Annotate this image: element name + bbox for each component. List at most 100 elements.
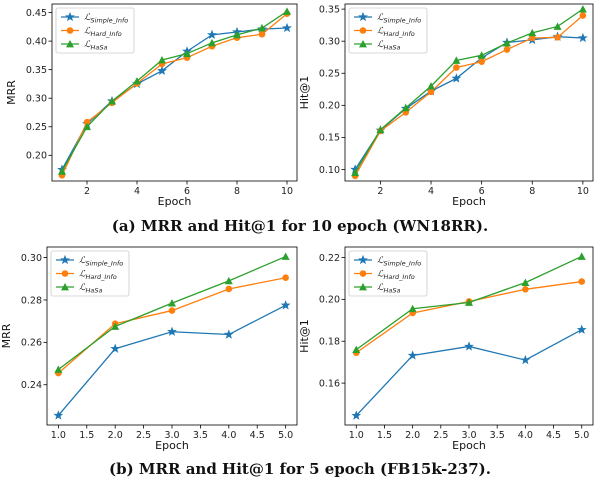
legend-box xyxy=(50,250,130,297)
y-tick-label: 0.26 xyxy=(21,338,42,349)
legend-label-2: ℒHaSa xyxy=(377,283,400,295)
series-0-point xyxy=(110,343,121,353)
series-0-point xyxy=(282,22,292,33)
series-0-point xyxy=(520,354,531,365)
y-tick-label: 0.22 xyxy=(319,253,340,264)
y-tick-label: 0.25 xyxy=(319,69,340,80)
series-2-point xyxy=(452,56,461,64)
x-tick-label: 2 xyxy=(84,186,90,197)
series-2-point xyxy=(577,252,586,260)
series-2-point xyxy=(578,5,587,13)
legend-marker-2 xyxy=(61,283,69,291)
series-2-point xyxy=(283,7,291,15)
x-tick-label: 10 xyxy=(577,186,589,197)
series-1-point xyxy=(478,58,485,66)
x-tick-label: 2 xyxy=(377,186,383,197)
y-axis-label: MRR xyxy=(0,323,13,348)
series-1-point xyxy=(522,286,529,293)
series-2-point xyxy=(224,276,233,285)
y-tick-label: 0.35 xyxy=(319,4,340,15)
x-axis-label: Epoch xyxy=(158,195,192,208)
x-tick-label: 2.5 xyxy=(433,430,448,441)
legend-box xyxy=(348,250,428,297)
series-1-point xyxy=(83,118,91,126)
series-1-point xyxy=(427,88,435,96)
series-2-point xyxy=(108,97,116,105)
series-2-point xyxy=(133,77,141,85)
series-1-point xyxy=(282,274,289,282)
axes-frame xyxy=(51,3,298,182)
series-2-point xyxy=(376,125,385,134)
x-tick-label: 4.0 xyxy=(221,430,236,441)
legend-box xyxy=(55,7,135,54)
x-tick-label: 1.0 xyxy=(51,430,66,441)
series-2-point xyxy=(502,39,511,47)
series-2-point xyxy=(477,51,486,59)
series-1-point xyxy=(578,278,586,285)
y-axis-label: MRR xyxy=(5,80,18,105)
chart-fb15k-mrr: 1.0 1.5 2.0 2.5 3.0 3.5 4.0 4.5 5.0 0.24 0.26 0.28 0… xyxy=(0,246,298,452)
series-line-1 xyxy=(61,13,288,176)
chart-wn18rr-hit1: 2 4 6 8 10 0.10 0.15 0.20 0.25 0.30 0.35 Epoch Hit@1… xyxy=(298,3,594,208)
y-tick-label: 0.28 xyxy=(21,295,42,306)
legend-marker-1 xyxy=(61,270,69,277)
axes-frame xyxy=(344,3,594,182)
x-axis-label: Epoch xyxy=(452,195,486,208)
series-line-0 xyxy=(354,36,583,170)
series-2-point xyxy=(281,252,290,260)
y-tick-label: 0.10 xyxy=(319,165,340,176)
x-tick-label: 4 xyxy=(134,186,140,197)
legend-marker-2 xyxy=(359,40,367,48)
x-tick-label: 8 xyxy=(234,186,240,197)
series-line-2 xyxy=(354,8,584,173)
series-0-point xyxy=(576,324,587,334)
x-axis-label: Epoch xyxy=(452,439,486,452)
y-tick-label: 0.30 xyxy=(26,94,47,105)
series-2-point xyxy=(352,345,361,354)
y-tick-label: 0.30 xyxy=(21,253,42,264)
x-tick-label: 2.5 xyxy=(136,430,151,441)
legend-label-2: ℒHaSa xyxy=(377,40,400,52)
legend-label-0: ℒSimple_Info xyxy=(377,13,421,25)
legend-label-0: ℒSimple_Info xyxy=(377,256,421,268)
x-tick-label: 6 xyxy=(184,186,190,197)
y-tick-label: 0.18 xyxy=(319,337,340,348)
series-2-point xyxy=(111,322,120,330)
legend-label-2: ℒHaSa xyxy=(79,283,102,295)
series-2-point xyxy=(521,278,530,286)
series-0-point xyxy=(53,410,64,420)
y-tick-label: 0.35 xyxy=(26,65,47,76)
series-0-point xyxy=(157,65,167,75)
y-tick-label: 0.15 xyxy=(319,133,340,144)
legend-marker-2 xyxy=(66,40,74,48)
x-tick-label: 2.0 xyxy=(108,430,123,441)
x-tick-label: 1.0 xyxy=(349,430,364,441)
legend-label-0: ℒSimple_Info xyxy=(79,256,123,268)
series-line-0 xyxy=(57,304,286,416)
legend-marker-0 xyxy=(358,11,368,22)
series-2-point xyxy=(401,103,410,112)
caption-top: (a) MRR and Hit@1 for 10 epoch (WN18RR). xyxy=(112,217,488,235)
series-2-point xyxy=(168,299,176,307)
series-2-point xyxy=(258,23,266,32)
series-0-point xyxy=(207,29,217,40)
y-tick-label: 0.25 xyxy=(26,122,47,133)
x-axis-label: Epoch xyxy=(155,439,189,452)
series-2-point xyxy=(183,49,191,58)
series-2-point xyxy=(465,298,473,306)
series-2-point xyxy=(233,30,241,39)
x-tick-label: 10 xyxy=(281,186,293,197)
series-1-point xyxy=(554,34,561,41)
legend-label-2: ℒHaSa xyxy=(84,40,107,52)
series-2-point xyxy=(208,38,216,47)
x-tick-label: 1.5 xyxy=(79,430,94,441)
legend-label-1: ℒHard_Info xyxy=(79,270,117,282)
chart-wn18rr-mrr: 2 4 6 8 10 0.20 0.25 0.30 0.35 0.40 0.45 Epoch MRR ℒS… xyxy=(5,3,298,208)
x-tick-label: 3.5 xyxy=(193,430,208,441)
x-tick-label: 5.0 xyxy=(278,430,293,441)
series-2-point xyxy=(83,122,91,131)
x-tick-label: 2.0 xyxy=(405,430,420,441)
legend-marker-0 xyxy=(358,254,368,265)
y-tick-label: 0.45 xyxy=(26,8,47,19)
